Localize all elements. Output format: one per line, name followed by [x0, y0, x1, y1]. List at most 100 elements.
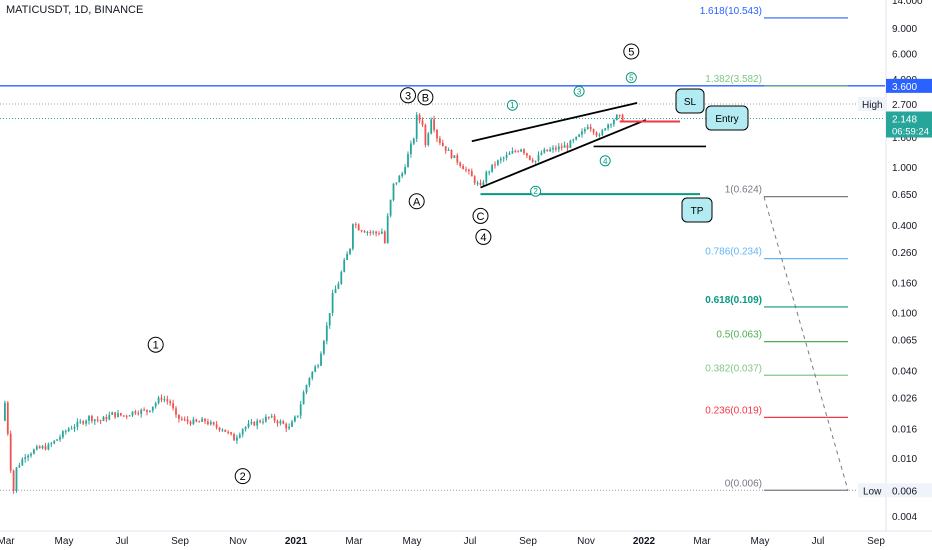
candle-body — [526, 153, 528, 156]
candle-body — [523, 149, 525, 154]
x-tick-label: Sep — [867, 536, 885, 547]
candle-body — [282, 421, 285, 424]
candle-body — [543, 149, 546, 153]
candle-body — [439, 138, 441, 143]
chart-title: MATICUSDT, 1D, BINANCE — [6, 4, 144, 16]
candle-body — [288, 426, 290, 429]
candle-body — [62, 431, 64, 438]
fib-label: 1.382(3.582) — [705, 74, 762, 85]
candle-body — [279, 421, 282, 424]
candle-body — [131, 411, 134, 416]
candle-body — [218, 427, 221, 430]
candle-body — [172, 403, 174, 409]
minor-wave-label: 1 — [510, 101, 515, 110]
candle-body — [27, 455, 29, 458]
candle-body — [108, 414, 111, 420]
candle-body — [169, 401, 172, 404]
candle-body — [360, 230, 363, 232]
y-tick-label: 1.600 — [892, 133, 917, 144]
candle-body — [302, 392, 305, 405]
candle-body — [621, 115, 624, 121]
x-tick-label: Jul — [812, 536, 825, 547]
candle-body — [117, 413, 119, 417]
candle-body — [314, 366, 317, 372]
candle-body — [195, 419, 198, 422]
candle-body — [470, 171, 473, 177]
candle-body — [476, 182, 479, 184]
y-tick-label: 0.040 — [892, 366, 917, 377]
candle-body — [317, 365, 319, 367]
x-tick-label: Jul — [464, 536, 477, 547]
candle-body — [395, 182, 398, 184]
wave-label: 1 — [153, 340, 159, 352]
candle-body — [140, 409, 143, 414]
candle-body — [328, 313, 331, 326]
candle-body — [189, 421, 192, 425]
wave-label-circle — [408, 193, 425, 210]
candle-body — [366, 231, 369, 233]
y-tick-label: 6.000 — [892, 50, 917, 61]
candle-body — [549, 149, 551, 152]
x-tick-label: Nov — [577, 536, 595, 547]
candle-body — [572, 139, 575, 141]
candle-body — [91, 416, 93, 422]
candle-body — [308, 378, 311, 386]
y-tick-label: 0.400 — [892, 221, 917, 232]
candle-body — [305, 385, 308, 393]
candle-body — [273, 416, 276, 421]
candle-body — [111, 412, 114, 415]
candle-body — [12, 470, 15, 491]
wave-label-circle — [623, 43, 640, 60]
candle-body — [125, 415, 128, 417]
candle-body — [296, 415, 299, 417]
candle-body — [320, 353, 322, 366]
wave-label: 5 — [628, 46, 634, 58]
x-tick-label: Sep — [519, 536, 537, 547]
candle-body — [128, 415, 131, 417]
candle-body — [410, 143, 412, 155]
candle-body — [412, 138, 415, 144]
candle-body — [207, 421, 209, 425]
candle-body — [291, 421, 293, 427]
candle-body — [209, 422, 212, 425]
y-tick-label: 0.065 — [892, 336, 917, 347]
candle-body — [238, 434, 241, 438]
candle-body — [259, 420, 261, 423]
x-tick-label: Mar — [693, 536, 711, 547]
candle-body — [41, 446, 44, 449]
candle-body — [204, 418, 206, 422]
candle-body — [88, 416, 90, 421]
wave-label-circle — [147, 336, 164, 353]
candle-body — [35, 446, 38, 450]
candle-body — [540, 152, 543, 155]
candle-body — [270, 416, 273, 418]
candle-body — [508, 153, 511, 155]
candle-body — [166, 399, 169, 402]
x-tick-label: May — [403, 536, 422, 547]
candle-body — [459, 162, 462, 166]
candle-body — [262, 421, 264, 423]
candle-body — [363, 231, 366, 233]
candle-body — [73, 427, 76, 429]
candle-body — [21, 458, 24, 466]
y-tick-label: 0.016 — [892, 424, 917, 435]
candle-body — [610, 124, 612, 126]
candle-body — [120, 413, 122, 416]
wave-label: 3 — [405, 90, 411, 102]
candle-body — [586, 126, 589, 130]
wave-label-circle — [417, 89, 434, 106]
candle-body — [192, 419, 195, 425]
wedge-upper-line — [471, 102, 638, 143]
candle-body — [456, 155, 459, 163]
candle-body — [378, 233, 380, 235]
candle-body — [563, 145, 566, 148]
wave-label-circle — [475, 228, 492, 245]
candle-body — [285, 423, 288, 429]
minor-wave-circle — [625, 72, 637, 84]
candle-body — [531, 159, 534, 162]
x-tick-label: Nov — [229, 536, 247, 547]
candle-body — [70, 428, 73, 430]
candle-body — [250, 421, 253, 424]
candle-body — [149, 410, 151, 412]
